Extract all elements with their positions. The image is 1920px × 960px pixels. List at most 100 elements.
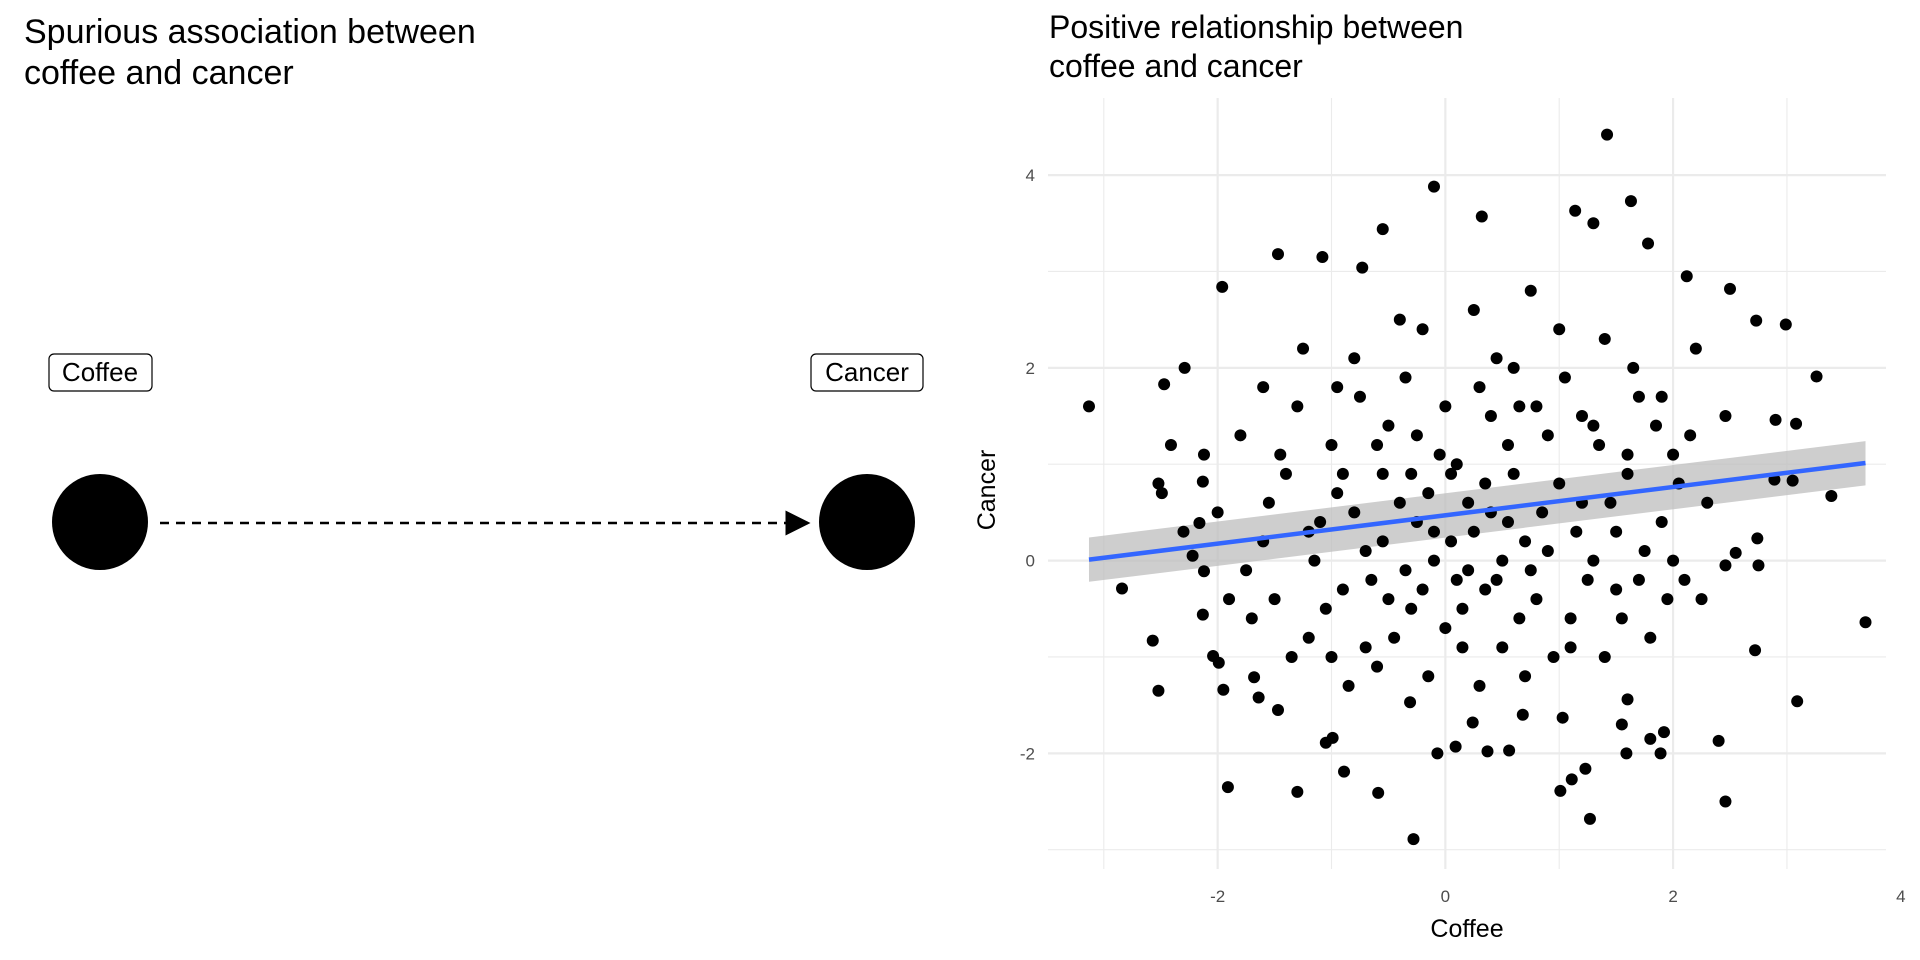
data-point (1632, 390, 1645, 403)
data-point (1359, 544, 1372, 557)
data-point (1257, 381, 1270, 394)
data-point (1197, 448, 1210, 461)
data-point (1388, 631, 1401, 644)
data-point (1678, 573, 1691, 586)
data-point (1750, 314, 1763, 327)
data-point (1248, 671, 1261, 684)
data-point (1719, 795, 1732, 808)
data-point (1621, 467, 1634, 480)
data-point (1615, 612, 1628, 625)
data-point (1581, 573, 1594, 586)
x-tick-label: 4 (1896, 887, 1905, 906)
data-point (1587, 419, 1600, 432)
data-point (1158, 378, 1171, 391)
data-point (1376, 467, 1389, 480)
data-point (1348, 352, 1361, 365)
data-point (1516, 708, 1529, 721)
data-point (1177, 525, 1190, 538)
data-point (1610, 583, 1623, 596)
data-point (1116, 582, 1129, 595)
data-point (1450, 458, 1463, 471)
data-point (1466, 716, 1479, 729)
data-point (1382, 593, 1395, 606)
data-point (1082, 400, 1095, 413)
data-point (1524, 564, 1537, 577)
y-tick-label: 0 (1026, 552, 1035, 571)
x-tick-label: -2 (1210, 887, 1225, 906)
data-point (1404, 696, 1417, 709)
data-point (1490, 352, 1503, 365)
data-point (1393, 496, 1406, 509)
data-point (1217, 683, 1230, 696)
data-point (1729, 546, 1742, 559)
data-point (1152, 477, 1165, 490)
data-point (1689, 342, 1702, 355)
data-point (1416, 583, 1429, 596)
data-point (1752, 559, 1765, 572)
data-point (1769, 413, 1782, 426)
data-point (1439, 622, 1452, 635)
data-point (1479, 477, 1492, 490)
data-point (1724, 282, 1737, 295)
data-point (1496, 641, 1509, 654)
data-point (1632, 573, 1645, 586)
data-point (1530, 400, 1543, 413)
data-point (1530, 593, 1543, 606)
data-point (1445, 467, 1458, 480)
dag-node-coffee (52, 474, 148, 570)
data-point (1564, 641, 1577, 654)
data-point (1513, 612, 1526, 625)
data-point (1155, 487, 1168, 500)
data-point (1178, 361, 1191, 374)
data-point (1268, 593, 1281, 606)
data-point (1601, 128, 1614, 141)
data-point (1610, 525, 1623, 538)
data-point (1431, 747, 1444, 760)
data-point (1342, 679, 1355, 692)
data-point (1541, 544, 1554, 557)
data-point (1484, 410, 1497, 423)
data-point (1541, 429, 1554, 442)
data-point (1336, 467, 1349, 480)
data-point (1314, 516, 1327, 529)
dag-label-coffee: Coffee (62, 357, 138, 387)
data-point (1684, 429, 1697, 442)
data-point (1372, 786, 1385, 799)
data-point (1399, 371, 1412, 384)
data-point (1152, 684, 1165, 697)
data-point (1331, 487, 1344, 500)
data-point (1331, 381, 1344, 394)
scatter-title-line-1: Positive relationship between (1049, 9, 1463, 45)
data-point (1405, 602, 1418, 615)
data-point (1638, 544, 1651, 557)
data-point (1621, 448, 1634, 461)
data-point (1859, 616, 1872, 629)
data-point (1570, 525, 1583, 538)
data-point (1583, 812, 1596, 825)
data-point (1416, 323, 1429, 336)
data-point (1587, 217, 1600, 230)
data-point (1234, 429, 1247, 442)
y-tick-label: 4 (1026, 166, 1035, 185)
data-point (1407, 833, 1420, 846)
data-point (1193, 517, 1206, 530)
data-point (1262, 496, 1275, 509)
data-point (1405, 467, 1418, 480)
data-point (1791, 695, 1804, 708)
data-point (1467, 525, 1480, 538)
dag-label-cancer: Cancer (825, 357, 909, 387)
data-point (1473, 381, 1486, 394)
x-tick-label: 0 (1441, 887, 1450, 906)
data-point (1279, 467, 1292, 480)
data-point (1382, 419, 1395, 432)
data-point (1297, 342, 1310, 355)
data-point (1353, 390, 1366, 403)
data-point (1291, 785, 1304, 798)
data-point (1575, 410, 1588, 423)
data-point (1291, 400, 1304, 413)
data-point (1473, 679, 1486, 692)
data-point (1642, 237, 1655, 250)
dag-title-line-2: coffee and cancer (24, 54, 294, 92)
data-point (1620, 747, 1633, 760)
